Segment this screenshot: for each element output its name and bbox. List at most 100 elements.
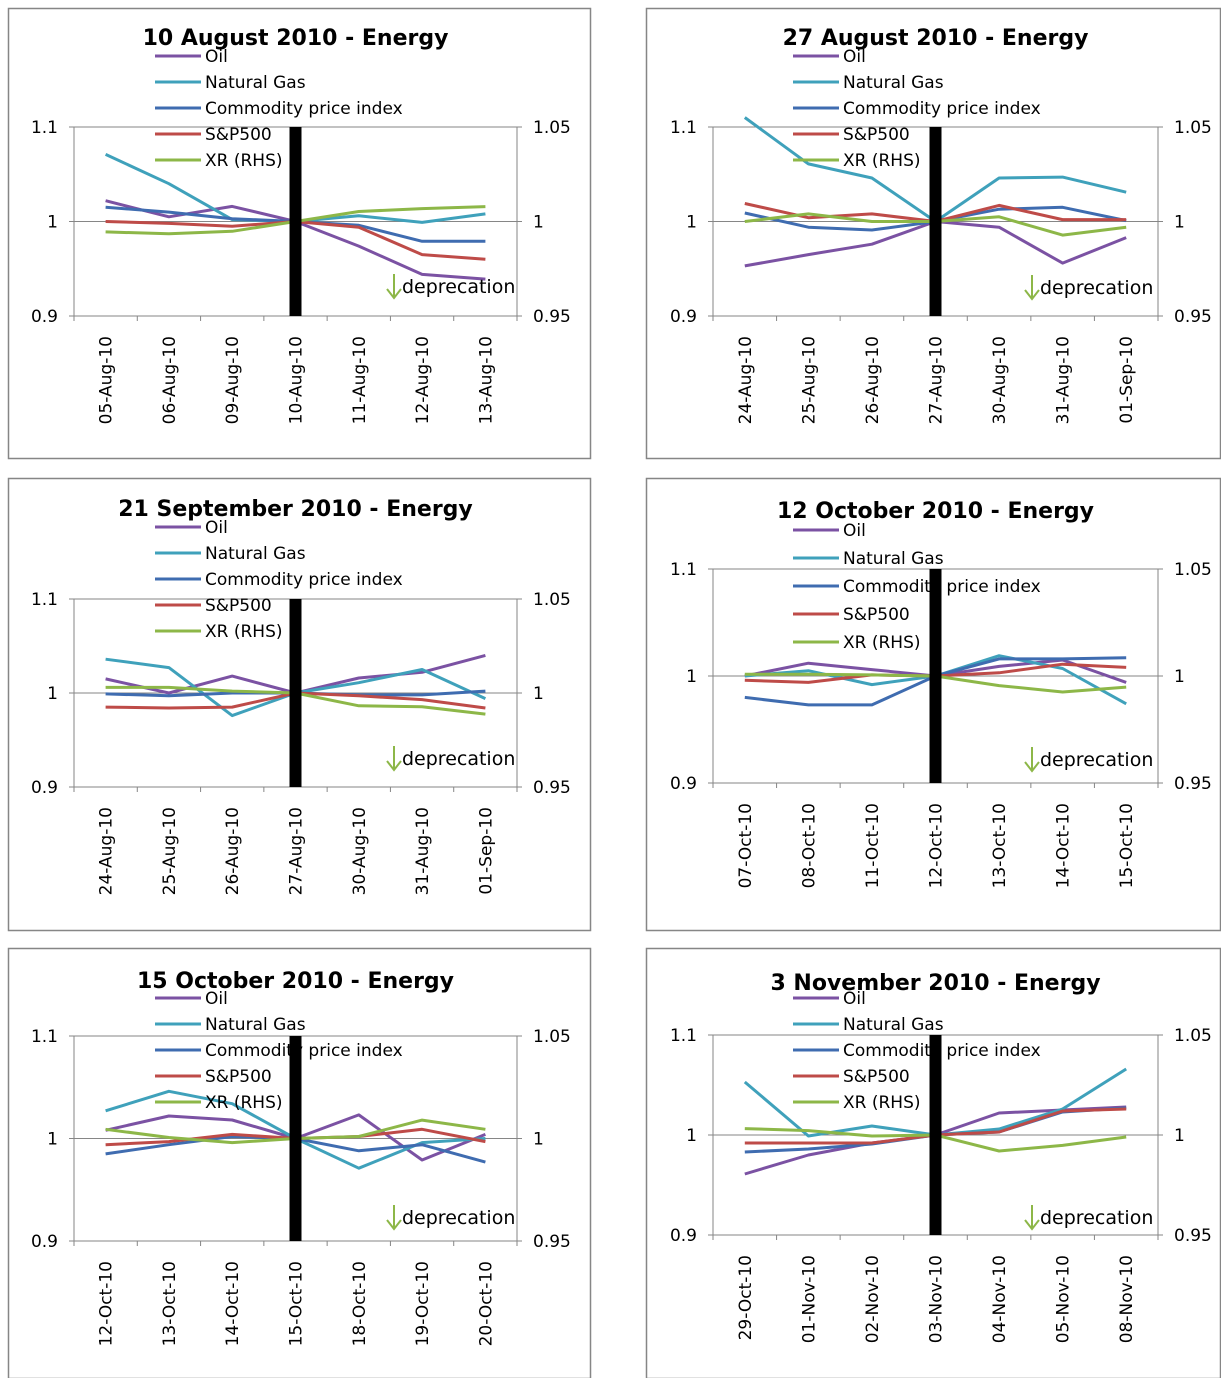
chart-panel: 0.9 1 1.1 0.95 1 1.05 24-Aug-10 25-Aug-10 26-Aug… [7,477,592,932]
y-tick-label: 0.9 [31,1232,58,1252]
legend-label: Commodity price index [843,1041,1041,1061]
x-tick-label: 13-Aug-10 [476,336,496,424]
x-tick-label: 15-Oct-10 [1117,803,1137,888]
annotation-label: deprecation [402,1207,515,1229]
x-tick-label: 12-Aug-10 [413,336,433,424]
y-tick-label: 1 [686,667,697,687]
legend-label: Oil [205,518,228,538]
legend-label: Oil [843,521,866,541]
event-bar [289,1036,302,1241]
y-tick-label: 1 [47,1130,58,1150]
x-tick-label: 01-Nov-10 [799,1255,819,1343]
y2-tick-label: 0.95 [1174,774,1212,794]
legend-label: XR (RHS) [843,633,921,653]
chart-title: 27 August 2010 - Energy [783,26,1089,51]
y-tick-label: 0.9 [670,307,697,327]
down-arrow-head-icon [1024,289,1040,301]
legend-label: Oil [843,47,866,67]
x-tick-label: 14-Oct-10 [1054,803,1074,888]
chart-title: 12 October 2010 - Energy [777,499,1094,524]
legend-label: Natural Gas [843,73,944,93]
x-tick-label: 31-Aug-10 [413,807,433,895]
down-arrow-head-icon [386,760,402,772]
x-tick-label: 15-Oct-10 [287,1261,307,1346]
y2-tick-label: 1.05 [1174,118,1212,138]
x-tick-label: 08-Nov-10 [1117,1255,1137,1343]
legend-label: Commodity price index [205,570,403,590]
chart-panel: 0.9 1 1.1 0.95 1 1.05 12-Oct-10 13-Oct-10 14-Oct… [7,947,592,1378]
down-arrow-head-icon [1024,1219,1040,1231]
x-tick-label: 02-Nov-10 [863,1255,883,1343]
x-tick-label: 25-Aug-10 [160,807,180,895]
x-tick-label: 19-Oct-10 [413,1261,433,1346]
legend-label: Natural Gas [843,1015,944,1035]
y2-tick-label: 0.95 [1174,1226,1212,1246]
x-tick-label: 05-Aug-10 [97,336,117,424]
event-bar [289,127,302,316]
legend-label: XR (RHS) [205,151,283,171]
legend-label: Commodity price index [843,99,1041,119]
x-tick-label: 30-Aug-10 [350,807,370,895]
x-tick-label: 08-Oct-10 [799,803,819,888]
x-tick-label: 18-Oct-10 [350,1261,370,1346]
y-tick-label: 1.1 [670,118,697,138]
y2-tick-label: 1 [1174,667,1185,687]
legend-label: Natural Gas [843,549,944,569]
legend-label: XR (RHS) [205,1093,283,1113]
legend-label: Commodity price index [205,99,403,119]
chart-title: 21 September 2010 - Energy [118,497,473,522]
y-tick-label: 1.1 [670,1026,697,1046]
annotation-label: deprecation [402,748,515,770]
y-tick-label: 1 [686,213,697,233]
legend-label: S&P500 [843,605,910,625]
x-tick-label: 30-Aug-10 [990,336,1010,424]
legend-label: S&P500 [205,1067,272,1087]
legend-label: Natural Gas [205,73,306,93]
chart-title: 10 August 2010 - Energy [143,26,449,51]
legend-label: S&P500 [205,596,272,616]
down-arrow-head-icon [1024,761,1040,773]
legend-label: S&P500 [843,125,910,145]
y-tick-label: 1 [47,213,58,233]
y2-tick-label: 0.95 [533,778,571,798]
y2-tick-label: 0.95 [533,1232,571,1252]
x-tick-label: 24-Aug-10 [97,807,117,895]
event-bar [929,127,942,316]
legend-label: Commodity price index [205,1041,403,1061]
y-tick-label: 0.9 [670,1226,697,1246]
chart-title: 3 November 2010 - Energy [770,971,1100,996]
legend-label: Natural Gas [205,1015,306,1035]
y2-tick-label: 1 [1174,213,1185,233]
y-tick-label: 0.9 [670,774,697,794]
y2-tick-label: 0.95 [1174,307,1212,327]
chart-title: 15 October 2010 - Energy [137,969,454,994]
legend-label: Oil [843,989,866,1009]
x-tick-label: 01-Sep-10 [476,807,496,895]
chart-panel: 0.9 1 1.1 0.95 1 1.05 29-Oct-10 01-Nov-10 02-Nov… [645,947,1221,1378]
y2-tick-label: 1.05 [533,590,571,610]
y2-tick-label: 1 [533,213,544,233]
x-tick-label: 20-Oct-10 [476,1261,496,1346]
legend-label: Commodity price index [843,577,1041,597]
y2-tick-label: 1 [533,684,544,704]
chart-panel: 0.9 1 1.1 0.95 1 1.05 24-Aug-10 25-Aug-10 26-Aug… [645,7,1221,460]
y-tick-label: 1 [47,684,58,704]
y2-tick-label: 1 [1174,1126,1185,1146]
x-tick-label: 07-Oct-10 [736,803,756,888]
x-tick-label: 11-Aug-10 [350,336,370,424]
x-tick-label: 14-Oct-10 [223,1261,243,1346]
x-tick-label: 01-Sep-10 [1117,336,1137,424]
y2-tick-label: 1 [533,1130,544,1150]
x-tick-label: 09-Aug-10 [223,336,243,424]
x-tick-label: 11-Oct-10 [863,803,883,888]
y-tick-label: 1.1 [31,590,58,610]
x-tick-label: 06-Aug-10 [160,336,180,424]
x-tick-label: 25-Aug-10 [799,336,819,424]
x-tick-label: 29-Oct-10 [736,1255,756,1340]
y-tick-label: 1.1 [670,560,697,580]
y-tick-label: 1.1 [31,118,58,138]
x-tick-label: 13-Oct-10 [990,803,1010,888]
x-tick-label: 04-Nov-10 [990,1255,1010,1343]
x-tick-label: 26-Aug-10 [223,807,243,895]
